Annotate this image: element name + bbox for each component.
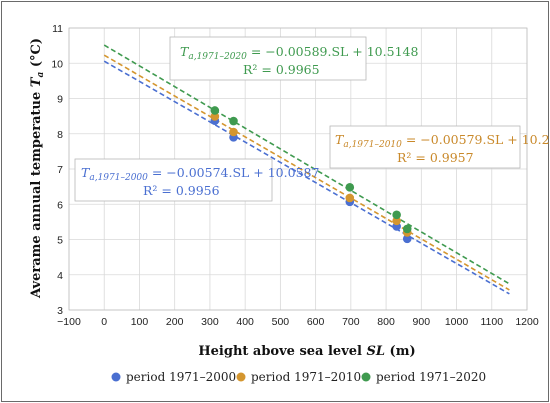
legend-label-1971-2010: period 1971–2010	[251, 370, 361, 384]
equation-1971-2010: Ta,1971–2010 = −0.00579.SL + 10.2281	[335, 132, 550, 150]
x-tick-label: 900	[413, 316, 431, 328]
y-tick-label: 6	[57, 199, 63, 211]
x-axis-label: Height above sea level SL (m)	[198, 344, 415, 359]
y-tick-label: 9	[57, 94, 63, 106]
legend: period 1971–2000 period 1971–2010 period…	[111, 370, 486, 384]
y-axis-label: Averame annual temperatue Ta (°C)	[29, 38, 46, 299]
equation-box-1971-2000: Ta,1971–2000 = −0.00574.SL + 10.0587 R² …	[74, 158, 319, 202]
equation-1971-2000: Ta,1971–2000 = −0.00574.SL + 10.0587	[81, 165, 319, 183]
data-point-series-2	[210, 106, 220, 115]
legend-marker-1971-2020	[361, 372, 371, 382]
trend-lines	[103, 44, 510, 295]
y-tick-label: 7	[57, 164, 63, 176]
x-tick-label: 1200	[515, 316, 539, 328]
trend-line-0	[103, 60, 510, 295]
y-tick-label: 5	[57, 235, 63, 247]
data-point-series-2	[402, 224, 412, 234]
data-point-series-2	[392, 210, 401, 220]
r2-1971-2020: R² = 0.9965	[243, 62, 320, 77]
legend-marker-1971-2000	[111, 372, 121, 382]
x-tick-labels: −100 0 100 200 300 400 500 600 700 800 900 1000 1100…	[57, 316, 539, 328]
x-tick-label: −100	[57, 316, 81, 328]
data-point-series-2	[345, 183, 355, 192]
y-tick-label: 8	[57, 129, 63, 141]
x-tick-label: 0	[101, 316, 107, 328]
x-tick-label: 200	[166, 316, 184, 328]
y-tick-labels: 3 4 5 6 7 8 9 10 11	[51, 23, 63, 317]
trend-line-1	[103, 54, 510, 291]
legend-marker-1971-2010	[236, 372, 246, 382]
data-point-series-1	[392, 216, 401, 226]
equation-box-bg	[169, 36, 367, 81]
equation-box-1971-2020: Ta,1971–2020 = −0.00589.SL + 10.5148 R² …	[169, 36, 418, 81]
equation-box-bg	[74, 158, 273, 202]
data-point-series-0	[402, 234, 412, 244]
x-tick-label: 500	[272, 316, 290, 328]
y-tick-label: 3	[57, 305, 63, 317]
x-tick-label: 100	[131, 316, 149, 328]
r2-1971-2000: R² = 0.9956	[143, 183, 220, 198]
equation-1971-2020: Ta,1971–2020 = −0.00589.SL + 10.5148	[180, 44, 418, 62]
plot-area-border	[68, 27, 528, 311]
x-tick-label: 800	[377, 316, 395, 328]
y-tick-label: 4	[57, 270, 63, 282]
data-point-series-1	[229, 127, 238, 137]
y-tick-label: 10	[51, 58, 63, 70]
data-point-series-2	[229, 116, 238, 126]
equation-box-1971-2010: Ta,1971–2010 = −0.00579.SL + 10.2281 R² …	[329, 125, 550, 169]
data-point-series-1	[345, 193, 355, 203]
x-tick-label: 700	[342, 316, 360, 328]
data-points	[210, 106, 412, 244]
x-tick-label: 300	[201, 316, 219, 328]
y-tick-label: 11	[52, 23, 63, 35]
data-point-series-1	[210, 112, 220, 121]
trend-line-2	[103, 44, 510, 285]
x-tick-label: 400	[236, 316, 254, 328]
x-tick-label: 1100	[480, 316, 503, 328]
equation-box-bg	[329, 125, 521, 169]
r2-1971-2010: R² = 0.9957	[397, 150, 474, 165]
legend-label-1971-2000: period 1971–2000	[126, 370, 236, 384]
x-tick-label: 1000	[445, 316, 469, 328]
legend-label-1971-2020: period 1971–2020	[376, 370, 486, 384]
x-tick-label: 600	[307, 316, 325, 328]
